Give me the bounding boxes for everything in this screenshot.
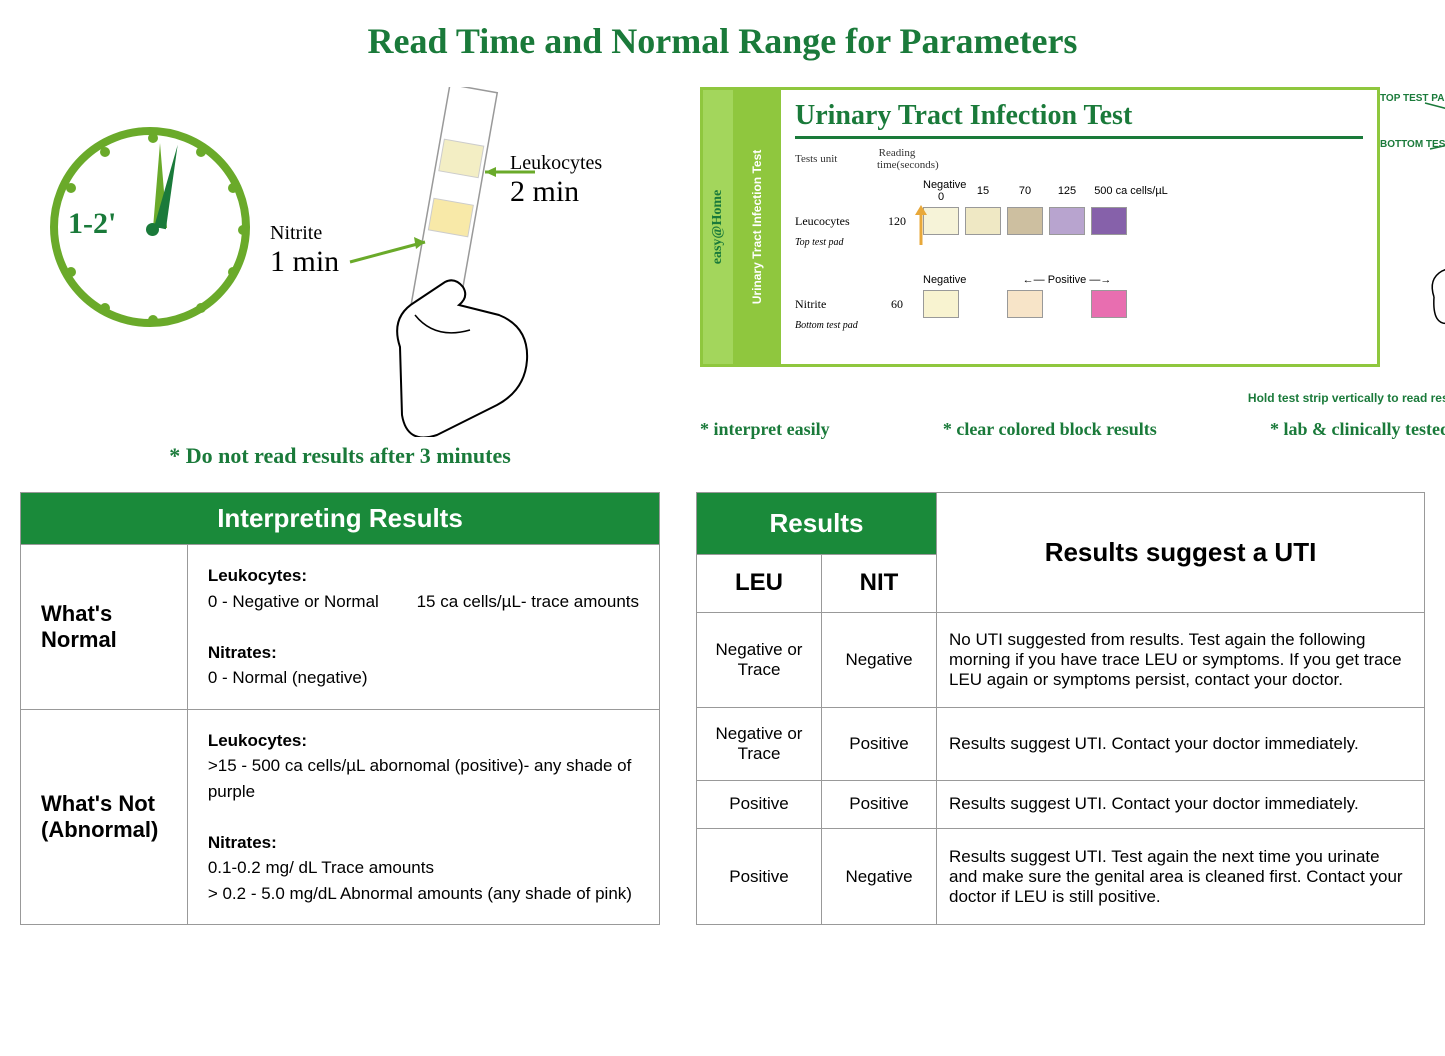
- uti-card-title: Urinary Tract Infection Test: [795, 100, 1363, 139]
- results-row-3: Positive Negative Results suggest UTI. T…: [697, 829, 1425, 925]
- page-title: Read Time and Normal Range for Parameter…: [20, 20, 1425, 62]
- leuk-val-0: Negative 0: [923, 179, 959, 203]
- r1-txt: Results suggest UTI. Contact your doctor…: [937, 708, 1425, 780]
- r0-nit: Negative: [822, 612, 937, 708]
- r3-nit: Negative: [822, 829, 937, 925]
- leuk-swatch-1: [965, 207, 1001, 235]
- bullet-1: * clear colored block results: [943, 419, 1157, 440]
- leuk-val-1: 15: [965, 185, 1001, 197]
- nit-name: Nitrite: [795, 297, 871, 312]
- results-row-2: Positive Positive Results suggest UTI. C…: [697, 780, 1425, 829]
- suggest-header: Results suggest a UTI: [937, 493, 1425, 613]
- leuk-pad-note: Top test pad: [795, 237, 1363, 248]
- leuk-swatch-3: [1049, 207, 1085, 235]
- uti-chart-panel: easy@Home Urinary Tract Infection Test U…: [700, 87, 1445, 437]
- arrow-up-icon: [911, 205, 931, 245]
- abnormal-content: Leukocytes: >15 - 500 ca cells/µL aborno…: [187, 709, 659, 925]
- r3-leu: Positive: [697, 829, 822, 925]
- nit-neg-label: Negative: [923, 274, 959, 286]
- leuk-val-4: 500 ca cells/µL: [1091, 185, 1171, 197]
- clock-icon: 1-2': [50, 127, 250, 327]
- nit-swatch-0: [923, 290, 959, 318]
- hand-strip-mini-icon: TOP TEST PAD BOTTOM TEST PAD: [1380, 87, 1445, 387]
- warning-note: * Do not read results after 3 minutes: [20, 443, 660, 469]
- side-label: Urinary Tract Infection Test: [750, 150, 764, 304]
- col-reading: Reading time(seconds): [877, 147, 917, 171]
- nit-header: NIT: [822, 554, 937, 612]
- bullet-0: * interpret easily: [700, 419, 830, 440]
- clock-label: 1-2': [68, 207, 116, 241]
- right-bullets: * interpret easily * clear colored block…: [700, 419, 1445, 440]
- nit-pad-note: Bottom test pad: [795, 320, 1363, 331]
- leuk-name: Leucocytes: [795, 214, 871, 229]
- svg-text:TOP TEST PAD: TOP TEST PAD: [1380, 93, 1445, 104]
- read-time-panel: 1-2' Nitrite 1 min Leukocytes 2 min *: [20, 87, 660, 437]
- top-row: 1-2' Nitrite 1 min Leukocytes 2 min *: [20, 87, 1425, 437]
- r3-txt: Results suggest UTI. Test again the next…: [937, 829, 1425, 925]
- r0-leu: Negative or Trace: [697, 612, 822, 708]
- interpreting-table: Interpreting Results What's Normal Leuko…: [20, 492, 660, 925]
- nit-pos-label: Positive: [1048, 274, 1087, 286]
- normal-content: Leukocytes: 0 - Negative or Normal 15 ca…: [187, 545, 659, 710]
- hand-strip-icon: [290, 87, 650, 437]
- r2-nit: Positive: [822, 780, 937, 829]
- col-tests-unit: Tests unit: [795, 153, 871, 165]
- leuk-swatch-4: [1091, 207, 1127, 235]
- nit-swatch-1: [1007, 290, 1043, 318]
- leuk-swatch-2: [1007, 207, 1043, 235]
- bullet-2: * lab & clinically tested: [1270, 419, 1445, 440]
- r0-txt: No UTI suggested from results. Test agai…: [937, 612, 1425, 708]
- r1-leu: Negative or Trace: [697, 708, 822, 780]
- normal-label: What's Normal: [21, 545, 188, 710]
- leuk-val-3: 125: [1049, 185, 1085, 197]
- leu-header: LEU: [697, 554, 822, 612]
- nit-reading: 60: [877, 297, 917, 312]
- abnormal-label: What's Not (Abnormal): [21, 709, 188, 925]
- r2-txt: Results suggest UTI. Contact your doctor…: [937, 780, 1425, 829]
- results-row-0: Negative or Trace Negative No UTI sugges…: [697, 612, 1425, 708]
- leuk-val-2: 70: [1007, 185, 1043, 197]
- hold-note: Hold test strip vertically to read resul…: [700, 391, 1445, 405]
- results-table: Results Results suggest a UTI LEU NIT Ne…: [696, 492, 1425, 925]
- interpret-header: Interpreting Results: [21, 493, 660, 545]
- nit-swatch-2: [1091, 290, 1127, 318]
- r1-nit: Positive: [822, 708, 937, 780]
- results-header: Results: [697, 493, 937, 555]
- results-row-1: Negative or Trace Positive Results sugge…: [697, 708, 1425, 780]
- uti-card: easy@Home Urinary Tract Infection Test U…: [700, 87, 1380, 367]
- brand-logo: easy@Home: [710, 190, 726, 264]
- r2-leu: Positive: [697, 780, 822, 829]
- bottom-row: Interpreting Results What's Normal Leuko…: [20, 492, 1425, 925]
